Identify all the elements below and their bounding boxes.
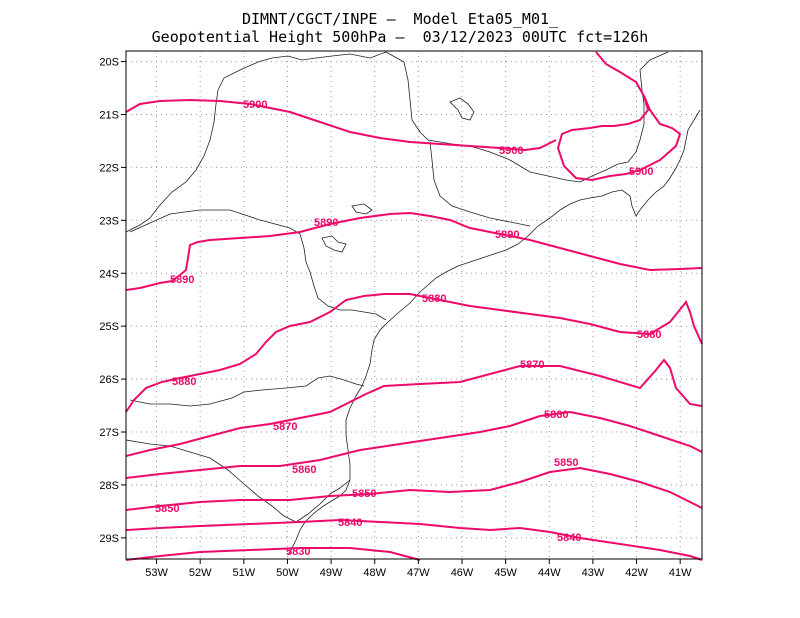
- y-tick-label: 26S: [99, 374, 119, 386]
- x-axis-ticks: 53W 52W 51W 50W 49W 48W 47W 46W 45W 44W 43W 42W 41W: [145, 559, 692, 579]
- x-tick-label: 48W: [363, 567, 386, 579]
- y-tick-label: 21S: [99, 110, 119, 122]
- contour-5870: [125, 358, 703, 457]
- x-tick-label: 44W: [538, 567, 561, 579]
- x-tick-label: 51W: [233, 567, 256, 579]
- contour-label: 5850: [554, 457, 578, 469]
- contour-label: 5870: [520, 359, 544, 371]
- contour-5900-main: [125, 98, 557, 152]
- contour-label: 5870: [273, 421, 297, 433]
- contour-label: 5880: [172, 376, 196, 388]
- contour-label: 5840: [557, 532, 581, 544]
- y-tick-label: 23S: [99, 215, 119, 227]
- map-frame: [125, 50, 703, 560]
- chart-title-line-2: Geopotential Height 500hPa – 03/12/2023 …: [151, 28, 649, 46]
- coastline: [287, 109, 701, 556]
- lake-3: [321, 235, 347, 253]
- contour-label: 5900: [629, 166, 653, 178]
- contour-label: 5900: [499, 145, 523, 157]
- geopotential-contours: [125, 51, 703, 561]
- y-tick-label: 29S: [99, 533, 119, 545]
- y-tick-label: 25S: [99, 321, 119, 333]
- x-tick-label: 52W: [189, 567, 212, 579]
- x-tick-label: 41W: [669, 567, 692, 579]
- contour-label: 5900: [243, 99, 267, 111]
- x-tick-label: 50W: [276, 567, 299, 579]
- x-tick-label: 45W: [494, 567, 517, 579]
- contour-label: 5850: [352, 488, 376, 500]
- state-border-mg-rj: [429, 141, 531, 227]
- contour-label: 5890: [170, 274, 194, 286]
- contour-label: 5860: [544, 409, 568, 421]
- y-tick-label: 28S: [99, 480, 119, 492]
- state-border-sp-pr: [129, 209, 387, 321]
- x-tick-label: 46W: [451, 567, 474, 579]
- state-border-pr-sc: [129, 375, 365, 407]
- y-tick-label: 20S: [99, 57, 119, 69]
- x-tick-label: 53W: [145, 567, 168, 579]
- contour-5830: [125, 547, 421, 561]
- contour-label: 5840: [338, 517, 362, 529]
- contour-5860: [125, 410, 703, 479]
- contour-5890: [125, 211, 703, 291]
- contour-label: 5830: [286, 546, 310, 558]
- chart-title-line-1: DIMNT/CGCT/INPE – Model Eta05_M01_: [241, 10, 559, 28]
- x-tick-label: 43W: [582, 567, 605, 579]
- graticule: [126, 51, 702, 559]
- state-border-sp-mg: [125, 51, 669, 233]
- contour-5850: [125, 466, 703, 511]
- y-tick-label: 27S: [99, 427, 119, 439]
- x-tick-label: 47W: [407, 567, 430, 579]
- contour-label: 5880: [422, 293, 446, 305]
- contour-5880: [125, 293, 703, 413]
- contour-5900-east: [556, 51, 682, 182]
- contour-5840: [125, 518, 703, 561]
- x-tick-label: 49W: [320, 567, 343, 579]
- y-tick-label: 24S: [99, 268, 119, 280]
- x-tick-label: 42W: [625, 567, 648, 579]
- y-tick-label: 22S: [99, 162, 119, 174]
- contour-label: 5890: [314, 217, 338, 229]
- lake-1: [449, 97, 475, 121]
- contour-label: 5860: [292, 464, 316, 476]
- contour-label: 5850: [155, 503, 179, 515]
- y-axis-ticks: 20S 21S 22S 23S 24S 25S 26S 27S 28S 29S: [99, 57, 126, 545]
- contour-label: 5890: [495, 229, 519, 241]
- contour-label: 5880: [637, 329, 661, 341]
- lake-2: [351, 203, 373, 215]
- boundaries: [125, 51, 701, 556]
